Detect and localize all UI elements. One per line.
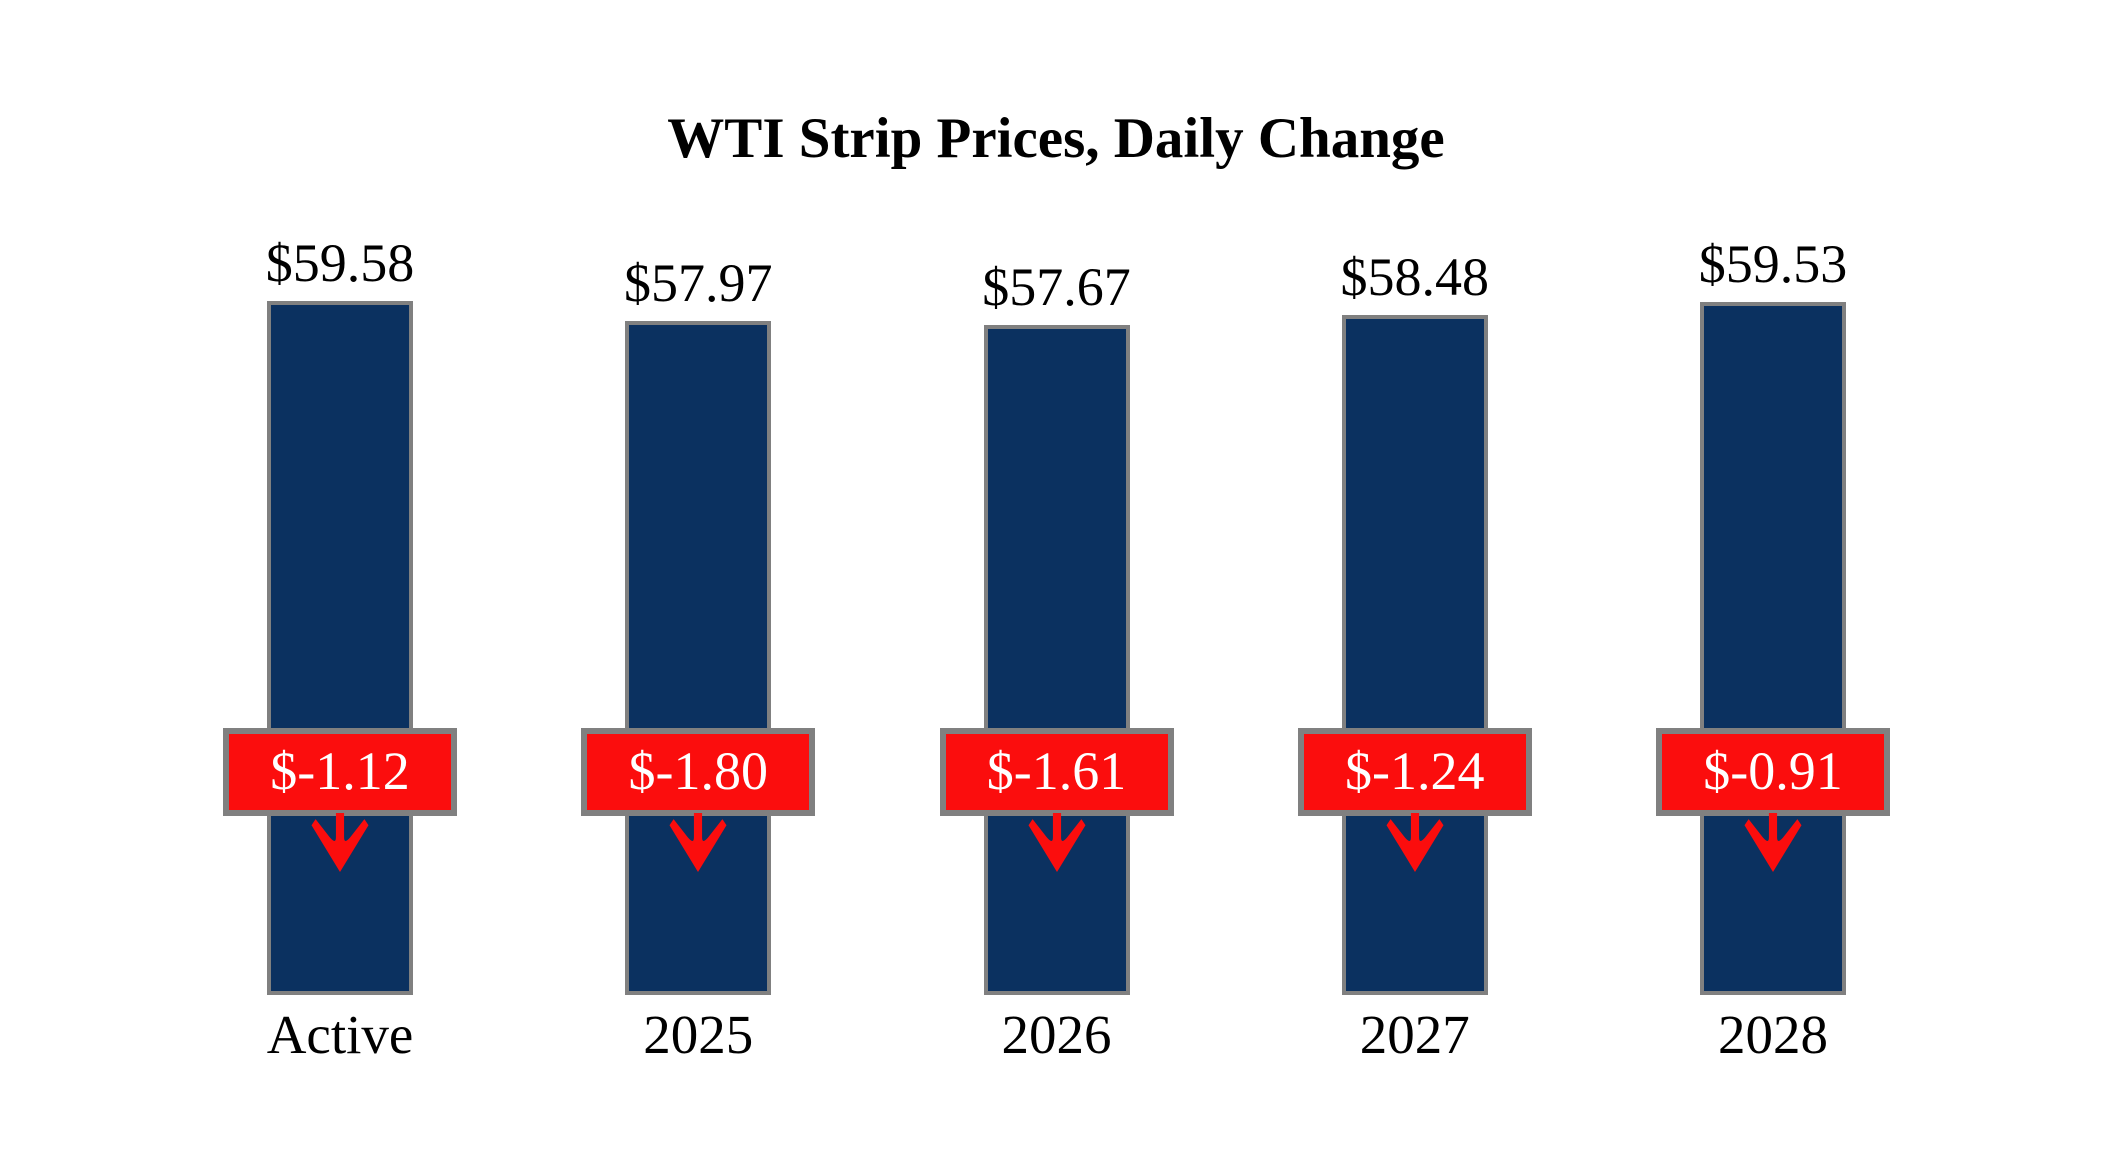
price-bar — [983, 325, 1130, 995]
category-label: 2028 — [1718, 1004, 1828, 1065]
down-arrow-icon — [1028, 813, 1085, 872]
bar-value-label: $58.48 — [1340, 246, 1490, 307]
category-label: Active — [266, 1004, 414, 1065]
bar-column: $59.53 $-0.91 2028 — [1656, 0, 1890, 1152]
daily-change-badge: $-1.61 — [939, 728, 1174, 816]
category-label: 2025 — [643, 1004, 754, 1065]
down-arrow-icon — [311, 813, 369, 872]
price-bar — [625, 321, 772, 995]
daily-change-badge: $-1.24 — [1297, 728, 1532, 816]
bar-value-label: $59.58 — [265, 233, 415, 293]
daily-change-badge: $-1.12 — [223, 728, 457, 816]
bar-column: $57.67 $-1.61 2026 — [939, 0, 1174, 1152]
price-bar — [267, 301, 413, 995]
price-bar — [1700, 302, 1846, 995]
down-arrow-icon — [1386, 813, 1444, 872]
bar-value-label: $57.97 — [624, 253, 773, 314]
category-label: 2027 — [1359, 1004, 1470, 1065]
category-label: 2026 — [1001, 1004, 1112, 1065]
bar-value-label: $59.53 — [1698, 233, 1848, 294]
price-bar — [1341, 315, 1488, 995]
down-arrow-icon — [669, 813, 727, 872]
chart-title: WTI Strip Prices, Daily Change — [667, 107, 1445, 170]
bar-column: $59.58 $-1.12 Active — [223, 0, 457, 1152]
bar-value-label: $57.67 — [982, 257, 1131, 318]
bar-column: $58.48 $-1.24 2027 — [1297, 0, 1532, 1152]
daily-change-badge: $-1.80 — [581, 728, 816, 816]
daily-change-badge: $-0.91 — [1656, 728, 1890, 816]
down-arrow-icon — [1744, 813, 1802, 872]
bar-column: $57.97 $-1.80 2025 — [581, 0, 816, 1152]
